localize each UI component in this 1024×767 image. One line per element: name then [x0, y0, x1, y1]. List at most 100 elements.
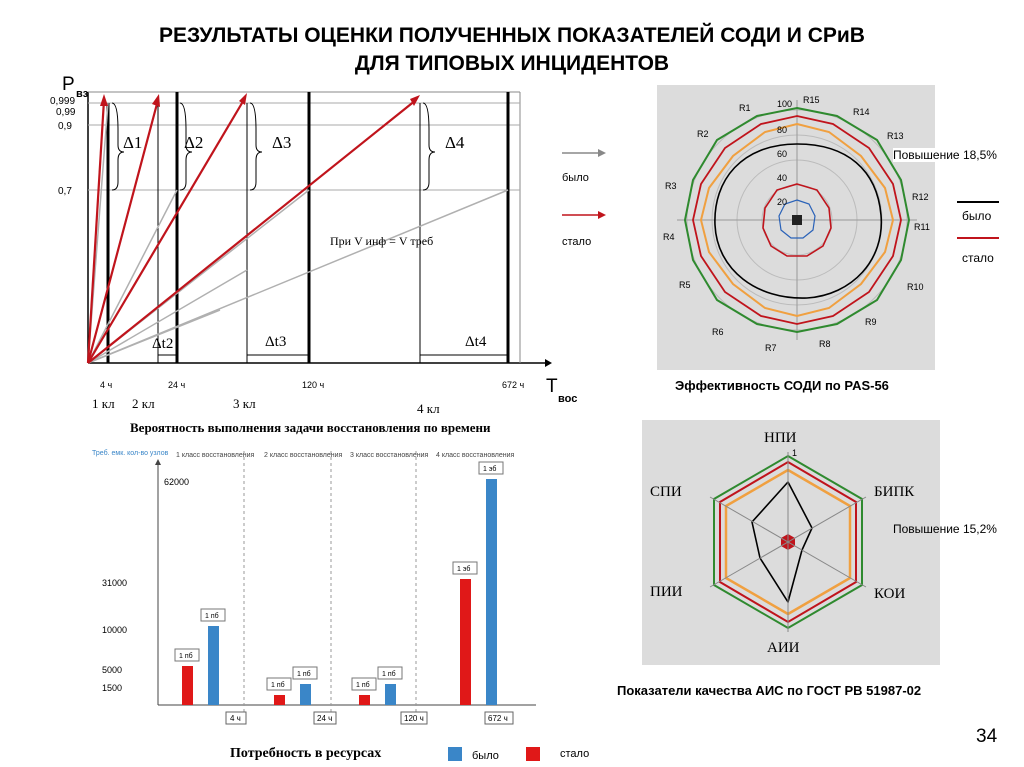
bar-now-2-label-box [351, 677, 377, 691]
bar-now-3-label-box [452, 561, 478, 575]
delta-3: Δ3 [272, 133, 291, 152]
x-axis-label: Т [546, 376, 558, 397]
axis-r2: R2 [697, 129, 709, 139]
sodi-legend-was-line [957, 201, 999, 203]
bar-now-1 [274, 695, 285, 705]
x-tick-120h: 120 ч [302, 380, 325, 390]
prob-chart-caption: Вероятность выполнения задачи восстановл… [130, 420, 491, 435]
axis-r5: R5 [679, 280, 691, 290]
slide-title-line1: РЕЗУЛЬТАТЫ ОЦЕНКИ ПОЛУЧЕННЫХ ПОКАЗАТЕЛЕЙ… [159, 24, 865, 47]
axis-r8: R8 [819, 339, 831, 349]
resource-header: Треб. емк. кол-во узлов [92, 449, 169, 457]
x-tick-4h: 4 ч [100, 380, 113, 390]
bar-now-0 [182, 666, 193, 705]
sodi-radar: 100 80 60 40 20 R15 R14 R13 R12 R11 R10 … [657, 85, 935, 370]
sodi-caption: Эффективность СОДИ по PAS-56 [675, 378, 889, 393]
x-tick-672h: 672 ч [502, 380, 525, 390]
bar-was-0-label-box [200, 608, 226, 622]
scale-100: 100 [777, 99, 792, 109]
delta-2: Δ2 [184, 133, 203, 152]
sodi-legend-was: было [962, 209, 992, 223]
y-tick-09: 0,9 [58, 121, 72, 132]
ais-axis-pii: ПИИ [650, 584, 683, 600]
sodi-legend-now: стало [962, 251, 994, 265]
x-tick-24h: 24 ч [168, 380, 186, 390]
axis-r11: R11 [914, 222, 930, 232]
bar-was-2-label: 1 пб [382, 670, 396, 678]
sodi-increase: Повышение 18,5% [893, 148, 997, 162]
class-4: 4 кл [417, 401, 440, 416]
bar-now-1-label: 1 пб [271, 681, 285, 689]
y-label-5000: 5000 [102, 665, 122, 675]
scale-20: 20 [777, 197, 787, 207]
bar-was-1-label-box [292, 666, 318, 680]
resource-chart: Треб. емк. кол-во узлов 62000 31000 1000… [92, 449, 540, 762]
legend-now-swatch [526, 747, 540, 761]
time-24h: 24 ч [317, 714, 332, 723]
ais-top-value: 1 [792, 448, 797, 458]
y-tick-0999: 0,999 [50, 96, 75, 107]
bar-was-2 [385, 684, 396, 705]
legend-was-text: было [472, 750, 499, 762]
legend-now-text: стало [560, 748, 590, 760]
class-1: 1 кл [92, 396, 115, 411]
class-2: 2 кл [132, 396, 155, 411]
legend-was-label: было [562, 172, 589, 184]
time-672h: 672 ч [488, 714, 508, 723]
group-3: 3 класс восстановления [350, 452, 429, 459]
ais-axis-aii: АИИ [767, 640, 800, 656]
group-1: 1 класс восстановления [176, 452, 255, 459]
bar-was-2-label-box [377, 666, 403, 680]
x-axis-sub: вос [558, 393, 577, 405]
group-2: 2 класс восстановления [264, 452, 343, 459]
y-label-10000: 10000 [102, 625, 127, 635]
page-number: 34 [976, 726, 998, 747]
legend-now-label: стало [562, 236, 591, 248]
formula: При V инф = V треб [330, 234, 433, 248]
ais-radar: 1 НПИ БИПК КОИ АИИ ПИИ СПИ [642, 420, 940, 665]
bar-was-3-label: 1 эб [483, 465, 496, 473]
bar-now-0-label-box [174, 648, 200, 662]
legend-top: было стало [562, 149, 606, 248]
resource-caption: Потребность в ресурсах [230, 746, 381, 761]
scale-40: 40 [777, 173, 787, 183]
bar-was-0-label: 1 пб [205, 612, 219, 620]
dt-3: Δt3 [265, 334, 286, 350]
slide-title-line2: ДЛЯ ТИПОВЫХ ИНЦИДЕНТОВ [354, 52, 670, 75]
delta-1: Δ1 [123, 133, 142, 152]
bar-now-0-label: 1 пб [179, 652, 193, 660]
bar-now-1-label-box [266, 677, 292, 691]
time-120h: 120 ч [404, 714, 424, 723]
legend-was-swatch [448, 747, 462, 761]
axis-r14: R14 [853, 107, 870, 117]
y-label-31000: 31000 [102, 578, 127, 588]
bar-was-0 [208, 626, 219, 705]
class-3: 3 кл [233, 396, 256, 411]
ais-axis-koi: КОИ [874, 586, 905, 602]
axis-r10: R10 [907, 282, 924, 292]
axis-r9: R9 [865, 317, 877, 327]
time-4h: 4 ч [230, 714, 241, 723]
dt-4: Δt4 [465, 334, 487, 350]
axis-r3: R3 [665, 181, 677, 191]
ais-increase: Повышение 15,2% [893, 522, 997, 536]
probability-chart: Р вз 0,999 0,99 0,9 0,7 [50, 74, 577, 435]
y-label-62000: 62000 [164, 477, 189, 487]
bar-was-3 [486, 479, 497, 705]
y-tick-099: 0,99 [56, 107, 76, 118]
axis-r12: R12 [912, 192, 929, 202]
ais-axis-npi: НПИ [764, 430, 797, 446]
axis-r6: R6 [712, 327, 724, 337]
scale-60: 60 [777, 149, 787, 159]
dt-2: Δt2 [152, 336, 173, 352]
y-axis-label: Р [62, 74, 75, 95]
bar-was-3-label-box [478, 461, 504, 475]
bar-now-3 [460, 579, 471, 705]
ais-axis-spi: СПИ [650, 484, 682, 500]
group-4: 4 класс восстановления [436, 452, 515, 459]
axis-r7: R7 [765, 343, 777, 353]
y-axis-sub: вз [76, 88, 89, 100]
y-tick-07: 0,7 [58, 186, 72, 197]
axis-r4: R4 [663, 232, 675, 242]
ais-axis-bipk: БИПК [874, 484, 915, 500]
